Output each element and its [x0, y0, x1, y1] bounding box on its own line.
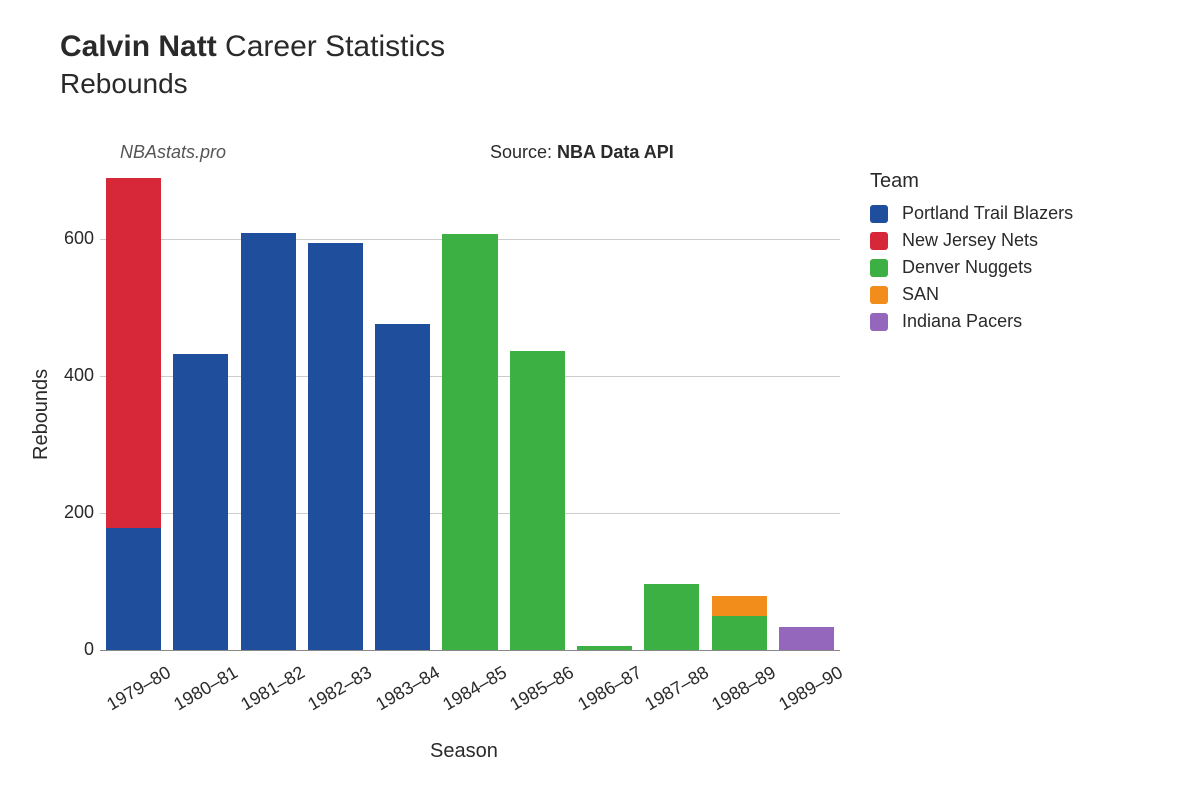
y-tick-label: 0 — [50, 639, 94, 660]
legend-swatch — [870, 259, 888, 277]
title-player: Calvin Natt — [60, 30, 217, 63]
source-name: NBA Data API — [557, 142, 674, 162]
legend-swatch — [870, 205, 888, 223]
chart-subtitle: Rebounds — [60, 68, 445, 100]
chart-container: Calvin Natt Career Statistics Rebounds N… — [0, 0, 1200, 800]
bar-segment — [712, 596, 767, 616]
y-tick-label: 600 — [50, 228, 94, 249]
legend-item: Indiana Pacers — [870, 311, 1073, 332]
legend-item: Portland Trail Blazers — [870, 203, 1073, 224]
legend: Team Portland Trail Blazers New Jersey Ne… — [870, 170, 1073, 338]
title-suffix: Career Statistics — [225, 30, 445, 63]
chart-title-block: Calvin Natt Career Statistics Rebounds — [60, 30, 445, 100]
legend-item: Denver Nuggets — [870, 257, 1073, 278]
x-axis-label: Season — [430, 740, 498, 763]
bar-segment — [106, 528, 161, 650]
legend-swatch — [870, 313, 888, 331]
bar-segment — [173, 354, 228, 650]
legend-item: New Jersey Nets — [870, 230, 1073, 251]
bar-segment — [510, 351, 565, 650]
bar-segment — [779, 627, 834, 650]
legend-label: New Jersey Nets — [902, 230, 1038, 251]
bar-segment — [577, 646, 632, 650]
y-tick-label: 200 — [50, 502, 94, 523]
credit-text: NBAstats.pro — [120, 142, 226, 163]
bar-segment — [442, 234, 497, 650]
chart-title: Calvin Natt Career Statistics — [60, 30, 445, 64]
bar-segment — [241, 233, 296, 650]
source-text: Source: NBA Data API — [490, 142, 674, 163]
legend-item: SAN — [870, 284, 1073, 305]
x-axis-baseline — [100, 650, 840, 651]
legend-label: SAN — [902, 284, 939, 305]
y-axis-label: Rebounds — [30, 369, 53, 460]
bar-segment — [375, 324, 430, 650]
y-tick-label: 400 — [50, 365, 94, 386]
bar-segment — [644, 584, 699, 650]
legend-label: Indiana Pacers — [902, 311, 1022, 332]
bar-segment — [712, 616, 767, 650]
bar-segment — [308, 243, 363, 650]
source-prefix: Source: — [490, 142, 557, 162]
legend-swatch — [870, 232, 888, 250]
legend-swatch — [870, 286, 888, 304]
plot-area: 02004006001979–801980–811981–821982–8319… — [100, 170, 840, 650]
legend-title: Team — [870, 170, 1073, 193]
bar-segment — [106, 178, 161, 528]
legend-label: Denver Nuggets — [902, 257, 1032, 278]
legend-label: Portland Trail Blazers — [902, 203, 1073, 224]
